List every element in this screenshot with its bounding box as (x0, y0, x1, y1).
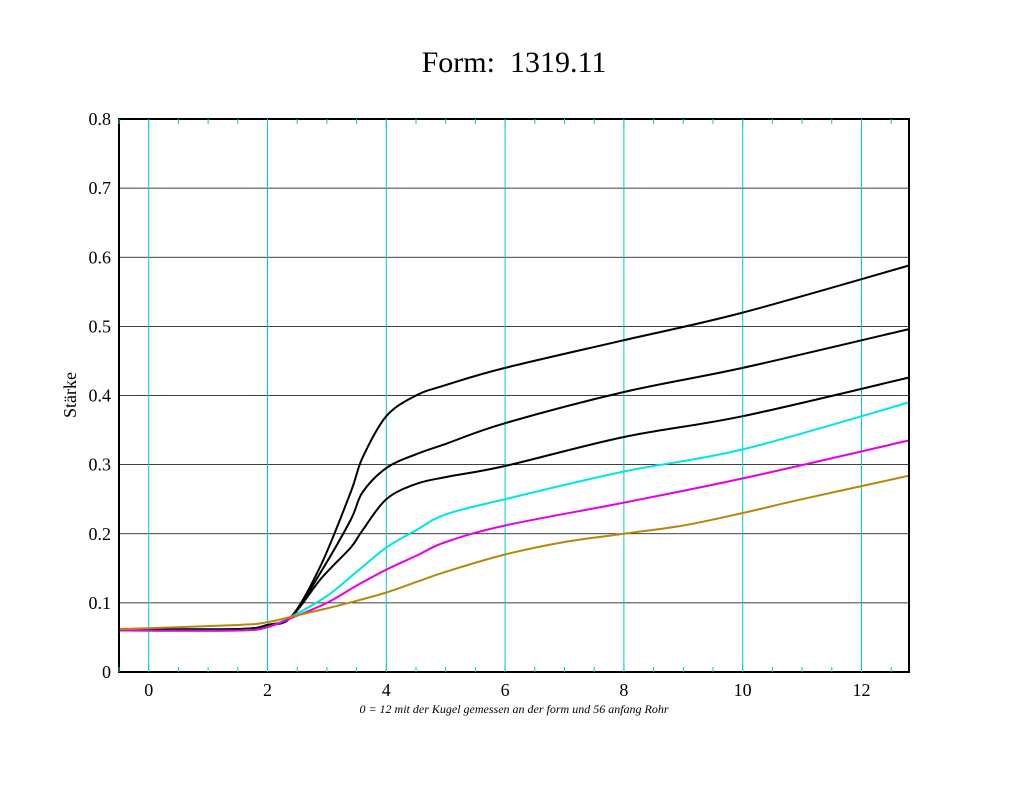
y-tick-label: 0.7 (89, 178, 112, 198)
y-tick-label: 0.1 (89, 593, 112, 613)
x-tick-label: 0 (144, 680, 153, 700)
grid-layer (119, 119, 909, 672)
series-line-4 (118, 401, 910, 632)
y-tick-label: 0.6 (89, 247, 112, 267)
plot-frame (118, 118, 910, 673)
y-tick-label: 0.5 (89, 316, 112, 336)
series-line-6 (118, 474, 910, 631)
y-tick-label: 0.8 (89, 109, 112, 129)
series-line-2 (118, 328, 910, 631)
series-layer (118, 264, 910, 632)
x-axis-caption: 0 = 12 mit der Kugel gemessen an der for… (359, 702, 668, 716)
x-tick-label: 6 (501, 680, 510, 700)
series-line-5 (118, 439, 910, 632)
y-axis-label: Stärke (60, 372, 80, 418)
x-tick-label: 2 (263, 680, 272, 700)
x-tick-label: 10 (734, 680, 752, 700)
series-line-1 (118, 264, 910, 631)
y-tick-label: 0.2 (89, 524, 112, 544)
chart-title: Form: 1319.11 (422, 46, 607, 79)
y-tick-label: 0.4 (89, 386, 112, 406)
series-line-3 (118, 376, 910, 631)
x-tick-label: 12 (852, 680, 870, 700)
tick-layer: 0 2 4 6 8 10 12 0 0.1 0.2 0.3 0.4 0.5 0.6 0.7 0.8 (89, 109, 892, 700)
x-tick-label: 8 (619, 680, 628, 700)
y-tick-label: 0 (102, 662, 111, 682)
x-tick-label: 4 (382, 680, 391, 700)
y-tick-label: 0.3 (89, 455, 112, 475)
